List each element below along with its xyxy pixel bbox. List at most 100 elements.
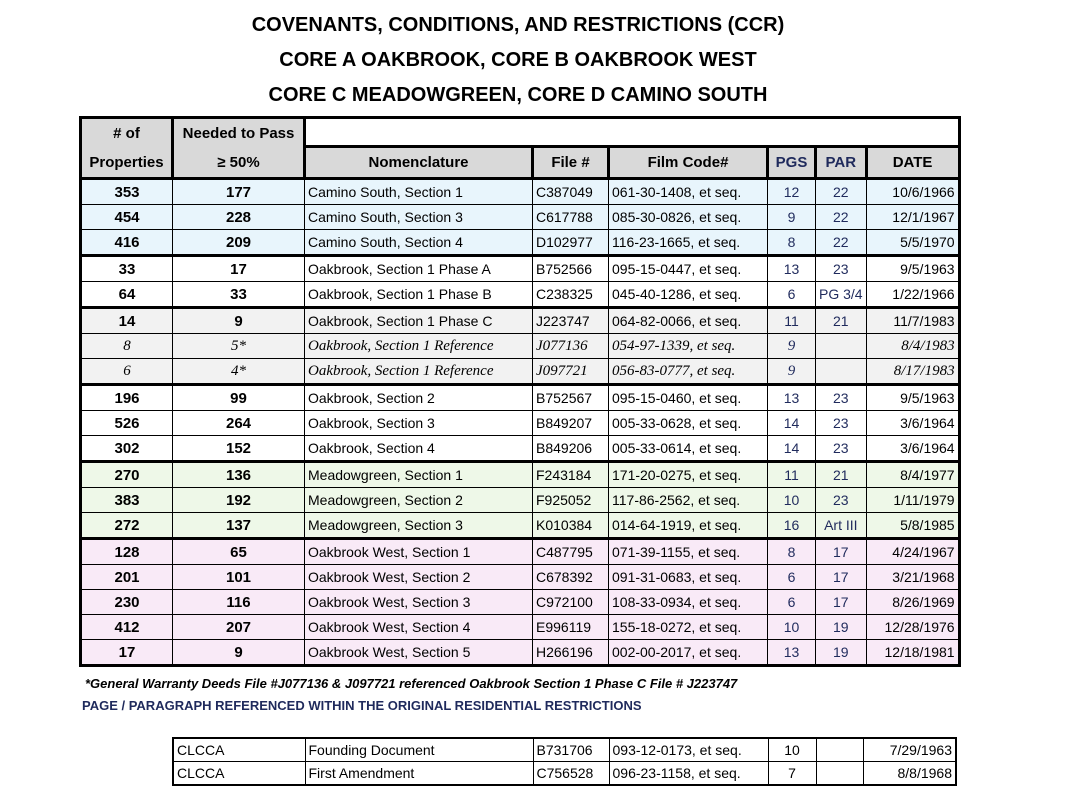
table-row: 526 264 Oakbrook, Section 3 B849207 005-33-0…	[80, 410, 960, 436]
needed-cell: 137	[172, 512, 305, 539]
file-cell: J097721	[532, 358, 609, 385]
date-cell: 9/5/1963	[865, 383, 960, 411]
properties-cell: 201	[80, 564, 173, 590]
table-row: 14 9 Oakbrook, Section 1 Phase C J223747 064…	[80, 306, 960, 334]
needed-cell: 5*	[172, 333, 305, 359]
header-properties-line2: Properties	[89, 154, 164, 171]
film-code-cell: 116-23-1665, et seq.	[608, 229, 768, 256]
film-code-cell: 091-31-0683, et seq.	[608, 564, 768, 590]
film-code-cell: 054-97-1339, et seq.	[608, 333, 768, 359]
table-row: 128 65 Oakbrook West, Section 1 C487795 071-…	[80, 537, 960, 565]
par-cell: 17	[815, 564, 867, 590]
table-row: 270 136 Meadowgreen, Section 1 F243184 171-2…	[80, 460, 960, 488]
film-code-cell: 096-23-1158, et seq.	[608, 761, 769, 786]
date-cell: 5/8/1985	[865, 512, 960, 539]
needed-cell: 136	[172, 460, 305, 488]
footnote: *General Warranty Deeds File #J077136 & …	[85, 676, 738, 691]
header-properties: # of Properties	[79, 116, 174, 180]
table-row: 33 17 Oakbrook, Section 1 Phase A B752566 09…	[80, 254, 960, 282]
table-row: 416 209 Camino South, Section 4 D102977 116-…	[80, 229, 960, 256]
date-cell: 7/29/1963	[862, 737, 957, 762]
file-cell: C617788	[532, 204, 609, 230]
table-row: 302 152 Oakbrook, Section 4 B849206 005-33-0…	[80, 435, 960, 462]
date-cell: 11/7/1983	[865, 306, 960, 334]
film-code-cell: 108-33-0934, et seq.	[608, 589, 768, 615]
date-cell: 12/1/1967	[865, 204, 960, 230]
film-code-cell: 071-39-1155, et seq.	[608, 537, 768, 565]
date-cell: 1/22/1966	[865, 281, 960, 308]
properties-cell: 17	[80, 639, 173, 666]
table-row: 196 99 Oakbrook, Section 2 B752567 095-15-04…	[80, 383, 960, 411]
nomenclature-cell: Oakbrook West, Section 3	[304, 589, 533, 615]
nomenclature-cell: Oakbrook West, Section 2	[304, 564, 533, 590]
nomenclature-cell: Meadowgreen, Section 1	[304, 460, 533, 488]
header-needed: Needed to Pass ≥ 50%	[171, 116, 306, 180]
par-cell: 17	[815, 537, 867, 565]
pgs-cell: 12	[767, 177, 816, 205]
pgs-cell: 11	[767, 460, 816, 488]
title-line-3: CORE C MEADOWGREEN, CORE D CAMINO SOUTH	[268, 84, 768, 106]
title-line-1: COVENANTS, CONDITIONS, AND RESTRICTIONS …	[251, 14, 785, 36]
needed-cell: 116	[172, 589, 305, 615]
date-cell: 8/8/1968	[862, 761, 957, 786]
reference-row: CLCCA First Amendment C756528 096-23-1158, …	[172, 761, 957, 786]
pgs-cell: 9	[767, 204, 816, 230]
pgs-cell: 6	[767, 589, 816, 615]
table-row: 230 116 Oakbrook West, Section 3 C972100 108…	[80, 589, 960, 615]
needed-cell: 99	[172, 383, 305, 411]
properties-cell: 196	[80, 383, 173, 411]
pgs-cell: 8	[767, 229, 816, 256]
table-row: 64 33 Oakbrook, Section 1 Phase B C238325 04…	[80, 281, 960, 308]
pgs-cell: 13	[767, 254, 816, 282]
file-cell: B752566	[532, 254, 609, 282]
file-cell: D102977	[532, 229, 609, 256]
file-cell: C972100	[532, 589, 609, 615]
properties-cell: 302	[80, 435, 173, 462]
document-cell: First Amendment	[304, 761, 534, 786]
film-code-cell: 085-30-0826, et seq.	[608, 204, 768, 230]
table-row: 353 177 Camino South, Section 1 C387049 061-…	[80, 177, 960, 205]
date-cell: 12/18/1981	[865, 639, 960, 666]
properties-cell: 128	[80, 537, 173, 565]
file-cell: E996119	[532, 614, 609, 640]
needed-cell: 9	[172, 306, 305, 334]
par-cell: PG 3/4	[815, 281, 867, 308]
nomenclature-cell: Oakbrook, Section 2	[304, 383, 533, 411]
film-code-cell: 095-15-0447, et seq.	[608, 254, 768, 282]
nomenclature-cell: Oakbrook, Section 1 Reference	[304, 358, 533, 385]
table-row: 454 228 Camino South, Section 3 C617788 085-…	[80, 204, 960, 230]
legend-note: PAGE / PARAGRAPH REFERENCED WITHIN THE O…	[82, 698, 642, 713]
nomenclature-cell: Meadowgreen, Section 2	[304, 487, 533, 513]
header-nomenclature: Nomenclature	[303, 144, 534, 181]
pgs-cell: 9	[767, 358, 816, 385]
par-cell: 22	[815, 177, 867, 205]
nomenclature-cell: Meadowgreen, Section 3	[304, 512, 533, 539]
par-cell: 19	[815, 614, 867, 640]
par-cell	[815, 358, 867, 385]
file-cell: C678392	[532, 564, 609, 590]
date-cell: 9/5/1963	[865, 254, 960, 282]
needed-cell: 4*	[172, 358, 305, 385]
properties-cell: 353	[80, 177, 173, 205]
par-cell: 17	[815, 589, 867, 615]
par-cell: 23	[815, 383, 867, 411]
par-cell: 23	[815, 487, 867, 513]
properties-cell: 270	[80, 460, 173, 488]
nomenclature-cell: Oakbrook West, Section 4	[304, 614, 533, 640]
film-code-cell: 002-00-2017, et seq.	[608, 639, 768, 666]
table-row: 272 137 Meadowgreen, Section 3 K010384 014-6…	[80, 512, 960, 539]
ccr-table: # of Properties Needed to Pass ≥ 50% Nomen…	[79, 116, 961, 667]
needed-cell: 264	[172, 410, 305, 436]
film-code-cell: 056-83-0777, et seq.	[608, 358, 768, 385]
pgs-cell: 10	[767, 737, 817, 762]
pgs-cell: 10	[767, 614, 816, 640]
par-cell: 23	[815, 435, 867, 462]
nomenclature-cell: Oakbrook West, Section 1	[304, 537, 533, 565]
pgs-cell: 6	[767, 281, 816, 308]
film-code-cell: 061-30-1408, et seq.	[608, 177, 768, 205]
nomenclature-cell: Camino South, Section 4	[304, 229, 533, 256]
needed-cell: 152	[172, 435, 305, 462]
header-needed-line2: ≥ 50%	[217, 154, 260, 171]
film-code-cell: 064-82-0066, et seq.	[608, 306, 768, 334]
file-cell: B849206	[532, 435, 609, 462]
